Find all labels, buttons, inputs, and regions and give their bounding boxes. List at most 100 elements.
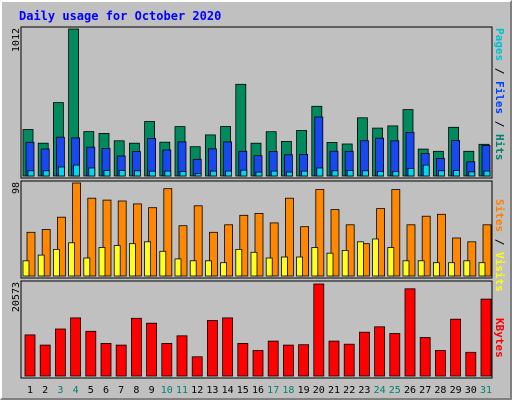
sites-bar <box>144 241 152 277</box>
pages-bar <box>422 164 430 177</box>
sites-bar <box>356 241 364 277</box>
pages-bar <box>301 170 309 177</box>
visits-bar <box>163 188 173 277</box>
kbytes-bar <box>24 334 36 377</box>
kbytes-bar <box>389 333 401 377</box>
day-label: 29 <box>450 385 462 396</box>
legend-part: KBytes <box>493 318 506 358</box>
visits-bar <box>467 241 477 277</box>
kbytes-bar <box>328 340 340 377</box>
day-label: 12 <box>191 385 203 396</box>
kbytes-bar <box>374 326 386 377</box>
kbytes-bar <box>85 330 97 377</box>
pages-bar <box>179 170 187 177</box>
sites-bar <box>280 256 288 277</box>
kbytes-bar <box>206 320 218 377</box>
sites-bar <box>265 257 273 277</box>
hits-legend: Pages / Files / Hits <box>493 28 506 161</box>
legend-part: / <box>493 114 506 134</box>
visits-bar <box>482 224 492 277</box>
day-label: 15 <box>237 385 249 396</box>
kbytes-bar <box>298 344 310 377</box>
pages-bar <box>118 170 126 177</box>
kbytes-bar <box>434 350 446 377</box>
visits-bar <box>178 225 188 277</box>
sites-bar <box>326 252 334 277</box>
pages-bar <box>209 170 217 177</box>
day-label: 17 <box>267 385 279 396</box>
visits-bar <box>72 182 81 277</box>
day-label: 26 <box>404 385 416 396</box>
kbytes-bar <box>419 337 431 377</box>
pages-bar <box>27 170 35 177</box>
sites-bar <box>83 257 91 277</box>
pages-bar <box>270 170 278 177</box>
day-label: 18 <box>282 385 294 396</box>
visits-bar <box>239 214 249 277</box>
visits-bar <box>224 224 234 277</box>
kbytes-bar <box>358 331 370 377</box>
legend-part: Hits <box>493 134 506 161</box>
files-bar <box>314 116 324 177</box>
sites-bar <box>204 260 212 277</box>
day-label: 14 <box>222 385 234 396</box>
sites-bar <box>22 260 30 277</box>
pages-bar <box>88 167 96 177</box>
kbytes-bar <box>450 318 462 377</box>
files-bar <box>147 138 157 177</box>
day-label: 5 <box>88 385 94 396</box>
visits-bar <box>406 224 416 277</box>
sites-bar <box>250 251 258 277</box>
pages-bar <box>73 164 80 177</box>
kbytes-bar <box>161 342 173 377</box>
kbytes-ymax-label: 20573 <box>11 282 22 312</box>
visits-bar <box>26 231 36 277</box>
hits-bars <box>22 28 491 177</box>
legend-part: Sites <box>493 199 506 232</box>
visits-bar <box>284 197 294 277</box>
day-label: 31 <box>480 385 492 396</box>
day-label: 16 <box>252 385 264 396</box>
day-label: 9 <box>149 385 155 396</box>
day-label: 6 <box>103 385 109 396</box>
visits-bar <box>132 203 142 277</box>
files-bar <box>375 137 385 177</box>
pages-bar <box>377 170 385 177</box>
visits-bar <box>87 197 97 277</box>
pages-bar <box>194 173 202 177</box>
kbytes-bar <box>146 322 158 377</box>
legend-part: Visits <box>493 252 506 292</box>
day-label: 28 <box>434 385 446 396</box>
pages-bar <box>468 171 476 177</box>
kbytes-bar <box>267 340 279 377</box>
day-label: 19 <box>298 385 310 396</box>
sites-bar <box>174 258 182 277</box>
kbytes-bar <box>404 288 416 377</box>
visits-bar <box>193 205 203 277</box>
pages-bar <box>483 170 491 177</box>
sites-bar <box>68 242 75 277</box>
day-label: 30 <box>465 385 477 396</box>
kbytes-bar <box>191 356 203 377</box>
pages-bar <box>149 170 157 177</box>
visits-bar <box>315 189 325 277</box>
sites-bar <box>387 247 395 277</box>
sites-bar <box>235 248 243 277</box>
visits-bar <box>41 229 51 277</box>
pages-bar <box>346 170 354 177</box>
day-label: 11 <box>176 385 188 396</box>
kbytes-bar <box>222 317 234 377</box>
day-label: 10 <box>161 385 173 396</box>
kbytes-bar <box>465 351 477 377</box>
chart-title: Daily usage for October 2020 <box>19 9 221 23</box>
visits-bar <box>254 212 264 277</box>
kbytes-bar <box>70 317 81 377</box>
sites-bar <box>432 262 440 277</box>
visits-bar <box>57 216 66 277</box>
sites-bar <box>448 262 456 277</box>
day-label: 4 <box>73 385 79 396</box>
hits-ymax-label: 1012 <box>11 28 22 52</box>
day-label: 3 <box>57 385 63 396</box>
pages-bar <box>453 170 461 177</box>
kbytes-bar <box>130 317 142 377</box>
